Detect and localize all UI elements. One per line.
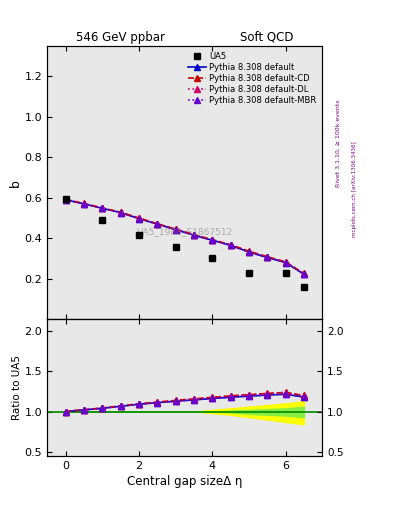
X-axis label: Central gap sizeΔ η: Central gap sizeΔ η: [127, 475, 242, 488]
Pythia 8.308 default-DL: [155, 221, 160, 227]
Line: Pythia 8.308 default-CD: Pythia 8.308 default-CD: [63, 197, 307, 276]
Pythia 8.308 default-CD: [136, 215, 141, 221]
Pythia 8.308 default: [63, 197, 68, 203]
UA5: [246, 269, 251, 275]
Pythia 8.308 default: [210, 237, 215, 243]
Pythia 8.308 default-DL: [173, 226, 178, 232]
Pythia 8.308 default-CD: [283, 259, 288, 265]
UA5: [173, 244, 178, 250]
Pythia 8.308 default-DL: [265, 254, 270, 260]
Pythia 8.308 default: [228, 242, 233, 248]
Pythia 8.308 default-MBR: [63, 197, 68, 203]
Pythia 8.308 default: [301, 271, 306, 278]
Pythia 8.308 default-MBR: [283, 260, 288, 266]
Line: Pythia 8.308 default: Pythia 8.308 default: [63, 197, 307, 277]
Line: Pythia 8.308 default-MBR: Pythia 8.308 default-MBR: [63, 197, 307, 277]
Pythia 8.308 default: [283, 260, 288, 266]
Pythia 8.308 default: [81, 201, 86, 207]
Pythia 8.308 default-MBR: [228, 242, 233, 248]
Text: UA5_1988_S1867512: UA5_1988_S1867512: [137, 227, 233, 236]
Pythia 8.308 default-DL: [136, 215, 141, 221]
Pythia 8.308 default: [100, 205, 105, 211]
UA5: [63, 196, 68, 202]
Pythia 8.308 default-MBR: [265, 254, 270, 261]
Pythia 8.308 default-MBR: [155, 221, 160, 227]
Pythia 8.308 default-MBR: [100, 205, 105, 211]
Pythia 8.308 default: [118, 209, 123, 216]
Text: mcplots.cern.ch [arXiv:1306.3436]: mcplots.cern.ch [arXiv:1306.3436]: [352, 142, 357, 237]
Pythia 8.308 default: [136, 216, 141, 222]
Pythia 8.308 default-MBR: [136, 216, 141, 222]
Pythia 8.308 default-DL: [63, 197, 68, 203]
Pythia 8.308 default-CD: [191, 231, 196, 238]
Pythia 8.308 default-CD: [118, 209, 123, 215]
Pythia 8.308 default-MBR: [210, 237, 215, 243]
UA5: [136, 232, 141, 238]
UA5: [210, 255, 215, 262]
Pythia 8.308 default-DL: [301, 271, 306, 277]
UA5: [283, 269, 288, 275]
Legend: UA5, Pythia 8.308 default, Pythia 8.308 default-CD, Pythia 8.308 default-DL, Pyt: UA5, Pythia 8.308 default, Pythia 8.308 …: [186, 50, 318, 107]
Pythia 8.308 default: [155, 221, 160, 227]
Y-axis label: Ratio to UA5: Ratio to UA5: [12, 355, 22, 420]
Pythia 8.308 default-DL: [118, 209, 123, 216]
Y-axis label: b: b: [9, 179, 22, 186]
Line: UA5: UA5: [62, 195, 307, 291]
Text: Rivet 3.1.10, ≥ 100k events: Rivet 3.1.10, ≥ 100k events: [336, 99, 341, 187]
Pythia 8.308 default-MBR: [191, 232, 196, 238]
Pythia 8.308 default-DL: [81, 201, 86, 207]
Pythia 8.308 default: [246, 249, 251, 255]
Pythia 8.308 default-DL: [246, 248, 251, 254]
Pythia 8.308 default-MBR: [173, 226, 178, 232]
Pythia 8.308 default-CD: [246, 248, 251, 254]
Pythia 8.308 default-CD: [301, 270, 306, 276]
UA5: [301, 284, 306, 290]
Pythia 8.308 default-DL: [228, 242, 233, 248]
Pythia 8.308 default-MBR: [301, 271, 306, 278]
Pythia 8.308 default-CD: [63, 196, 68, 202]
Pythia 8.308 default: [265, 254, 270, 261]
Pythia 8.308 default: [191, 232, 196, 238]
Pythia 8.308 default-CD: [228, 242, 233, 248]
Pythia 8.308 default-CD: [100, 205, 105, 211]
Pythia 8.308 default-CD: [81, 200, 86, 206]
Pythia 8.308 default-DL: [210, 237, 215, 243]
Pythia 8.308 default-CD: [173, 226, 178, 232]
Title: 546 GeV ppbar                    Soft QCD: 546 GeV ppbar Soft QCD: [76, 31, 294, 44]
Pythia 8.308 default-CD: [210, 237, 215, 243]
Pythia 8.308 default: [173, 226, 178, 232]
Pythia 8.308 default-MBR: [118, 209, 123, 216]
UA5: [100, 217, 105, 223]
Pythia 8.308 default-DL: [283, 259, 288, 265]
Pythia 8.308 default-MBR: [246, 249, 251, 255]
Pythia 8.308 default-MBR: [81, 201, 86, 207]
Line: Pythia 8.308 default-DL: Pythia 8.308 default-DL: [63, 197, 307, 276]
Pythia 8.308 default-CD: [265, 253, 270, 260]
Pythia 8.308 default-DL: [100, 205, 105, 211]
Pythia 8.308 default-CD: [155, 221, 160, 227]
Pythia 8.308 default-DL: [191, 232, 196, 238]
